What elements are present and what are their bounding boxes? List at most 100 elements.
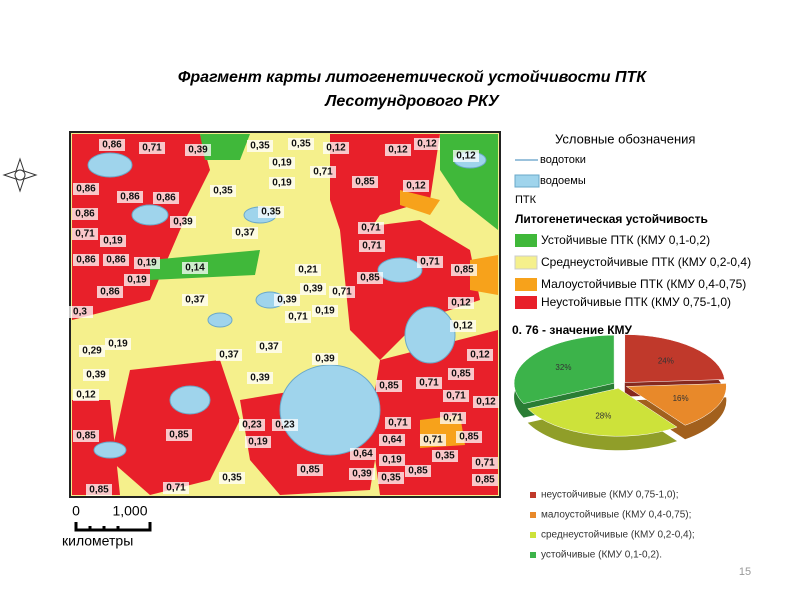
map-label: 0,29 [82,346,102,357]
map-label-box [73,254,99,266]
map-label: 0,12 [453,321,473,332]
map-label-box [405,465,431,477]
map-label-box [349,468,375,480]
map-label-box [117,191,143,203]
map-label-box [269,157,295,169]
map-label-box [272,419,298,431]
map-label-box [440,412,466,424]
map-label-box [239,419,265,431]
map-label: 0,85 [300,465,320,476]
map-label-box [420,434,446,446]
scale-bar: 0 1,000 километры [62,503,152,549]
map-label-box [73,389,99,401]
map-label: 0,86 [75,209,95,220]
legend-swatch [530,552,536,558]
scale-start: 0 [72,503,80,519]
map-label-box [432,450,458,462]
map-label: 0,86 [106,255,126,266]
map-label-box [97,286,123,298]
map: 0,86 0,71 0,39 0,35 0,35 0,12 0,12 0,12 0,12 0,19… [67,131,501,498]
scale-end: 1,000 [112,503,147,519]
map-label: 0,35 [261,207,281,218]
map-label: 0,71 [388,418,408,429]
map-label-box [456,431,482,443]
map-label: 0,71 [288,312,308,323]
map-label: 0,71 [75,229,95,240]
map-label: 0,19 [248,437,268,448]
map-label: 0,85 [169,430,189,441]
map-label-box [67,306,93,318]
map-label-box [352,176,378,188]
map-label: 0,85 [379,381,399,392]
map-label: 0,86 [156,193,176,204]
map-label-box [100,235,126,247]
map-label: 0,12 [388,145,408,156]
map-label: 0,85 [76,431,96,442]
map-label-box [182,262,208,274]
map-label-box [379,454,405,466]
map-label-box [385,417,411,429]
map-label-box [403,180,429,192]
map-label: 0,85 [475,475,495,486]
pie-value-label: 28% [595,411,611,420]
pie-slice [624,334,725,383]
map-label-box [379,434,405,446]
map-label-box [312,353,338,365]
map-label-box [443,390,469,402]
map-label: 0,85 [89,485,109,496]
pie-value-label: 32% [555,363,571,372]
legend-streams: водотоки [540,154,586,166]
map-label: 0,21 [298,265,318,276]
map-label: 0,71 [423,435,443,446]
map-label-box [448,368,474,380]
map-label: 0,23 [242,420,262,431]
map-label: 0,12 [476,397,496,408]
map-label: 0,85 [408,466,428,477]
map-label-box [450,320,476,332]
map-label-box [473,396,499,408]
map-label: 0,39 [188,145,208,156]
map-label-box [467,349,493,361]
pie-slice [527,387,678,437]
map-label-box [269,177,295,189]
map-label-box [210,185,236,197]
map-label-box [185,144,211,156]
map-label-box [258,206,284,218]
map-label-box [134,257,160,269]
map-label-box [86,484,112,496]
map-label-box [256,341,282,353]
map-label: 0,39 [173,217,193,228]
legend-item: Малоустойчивые ПТК (КМУ 0,4-0,75) [541,277,746,291]
map-label: 0,12 [76,390,96,401]
map-label: 0,37 [259,342,279,353]
map-label-box [414,138,440,150]
map-label: 0,12 [470,350,490,361]
pie-value-label: 16% [673,394,689,403]
map-label: 0,35 [222,473,242,484]
map-label-box [312,305,338,317]
legend-water: водоемы [540,175,586,187]
map-label-box [357,272,383,284]
map-label-box [295,264,321,276]
map-label: 0,35 [291,139,311,150]
map-label: 0,71 [443,413,463,424]
map-label-box [378,472,404,484]
map-label: 0,39 [250,373,270,384]
map-label: 0,19 [108,339,128,350]
map-label-box [99,139,125,151]
legend-label: малоустойчивые (КМУ 0,4-0,75); [541,510,691,521]
pie-value-label: 24% [658,357,674,366]
map-label: 0,71 [475,458,495,469]
map-label-box [72,228,98,240]
legend-title: Условные обозначения [555,131,695,146]
map-label: 0,14 [185,263,205,274]
map-label: 0,39 [315,354,335,365]
map-label: 0,86 [120,192,140,203]
map-label: 0,86 [100,287,120,298]
map-label: 0,85 [451,369,471,380]
map-label: 0,39 [277,295,297,306]
map-label: 0,71 [142,143,162,154]
legend-label: устойчивые (КМУ 0,1-0,2). [541,550,662,561]
legend-item: Неустойчивые ПТК (КМУ 0,75-1,0) [541,295,731,309]
